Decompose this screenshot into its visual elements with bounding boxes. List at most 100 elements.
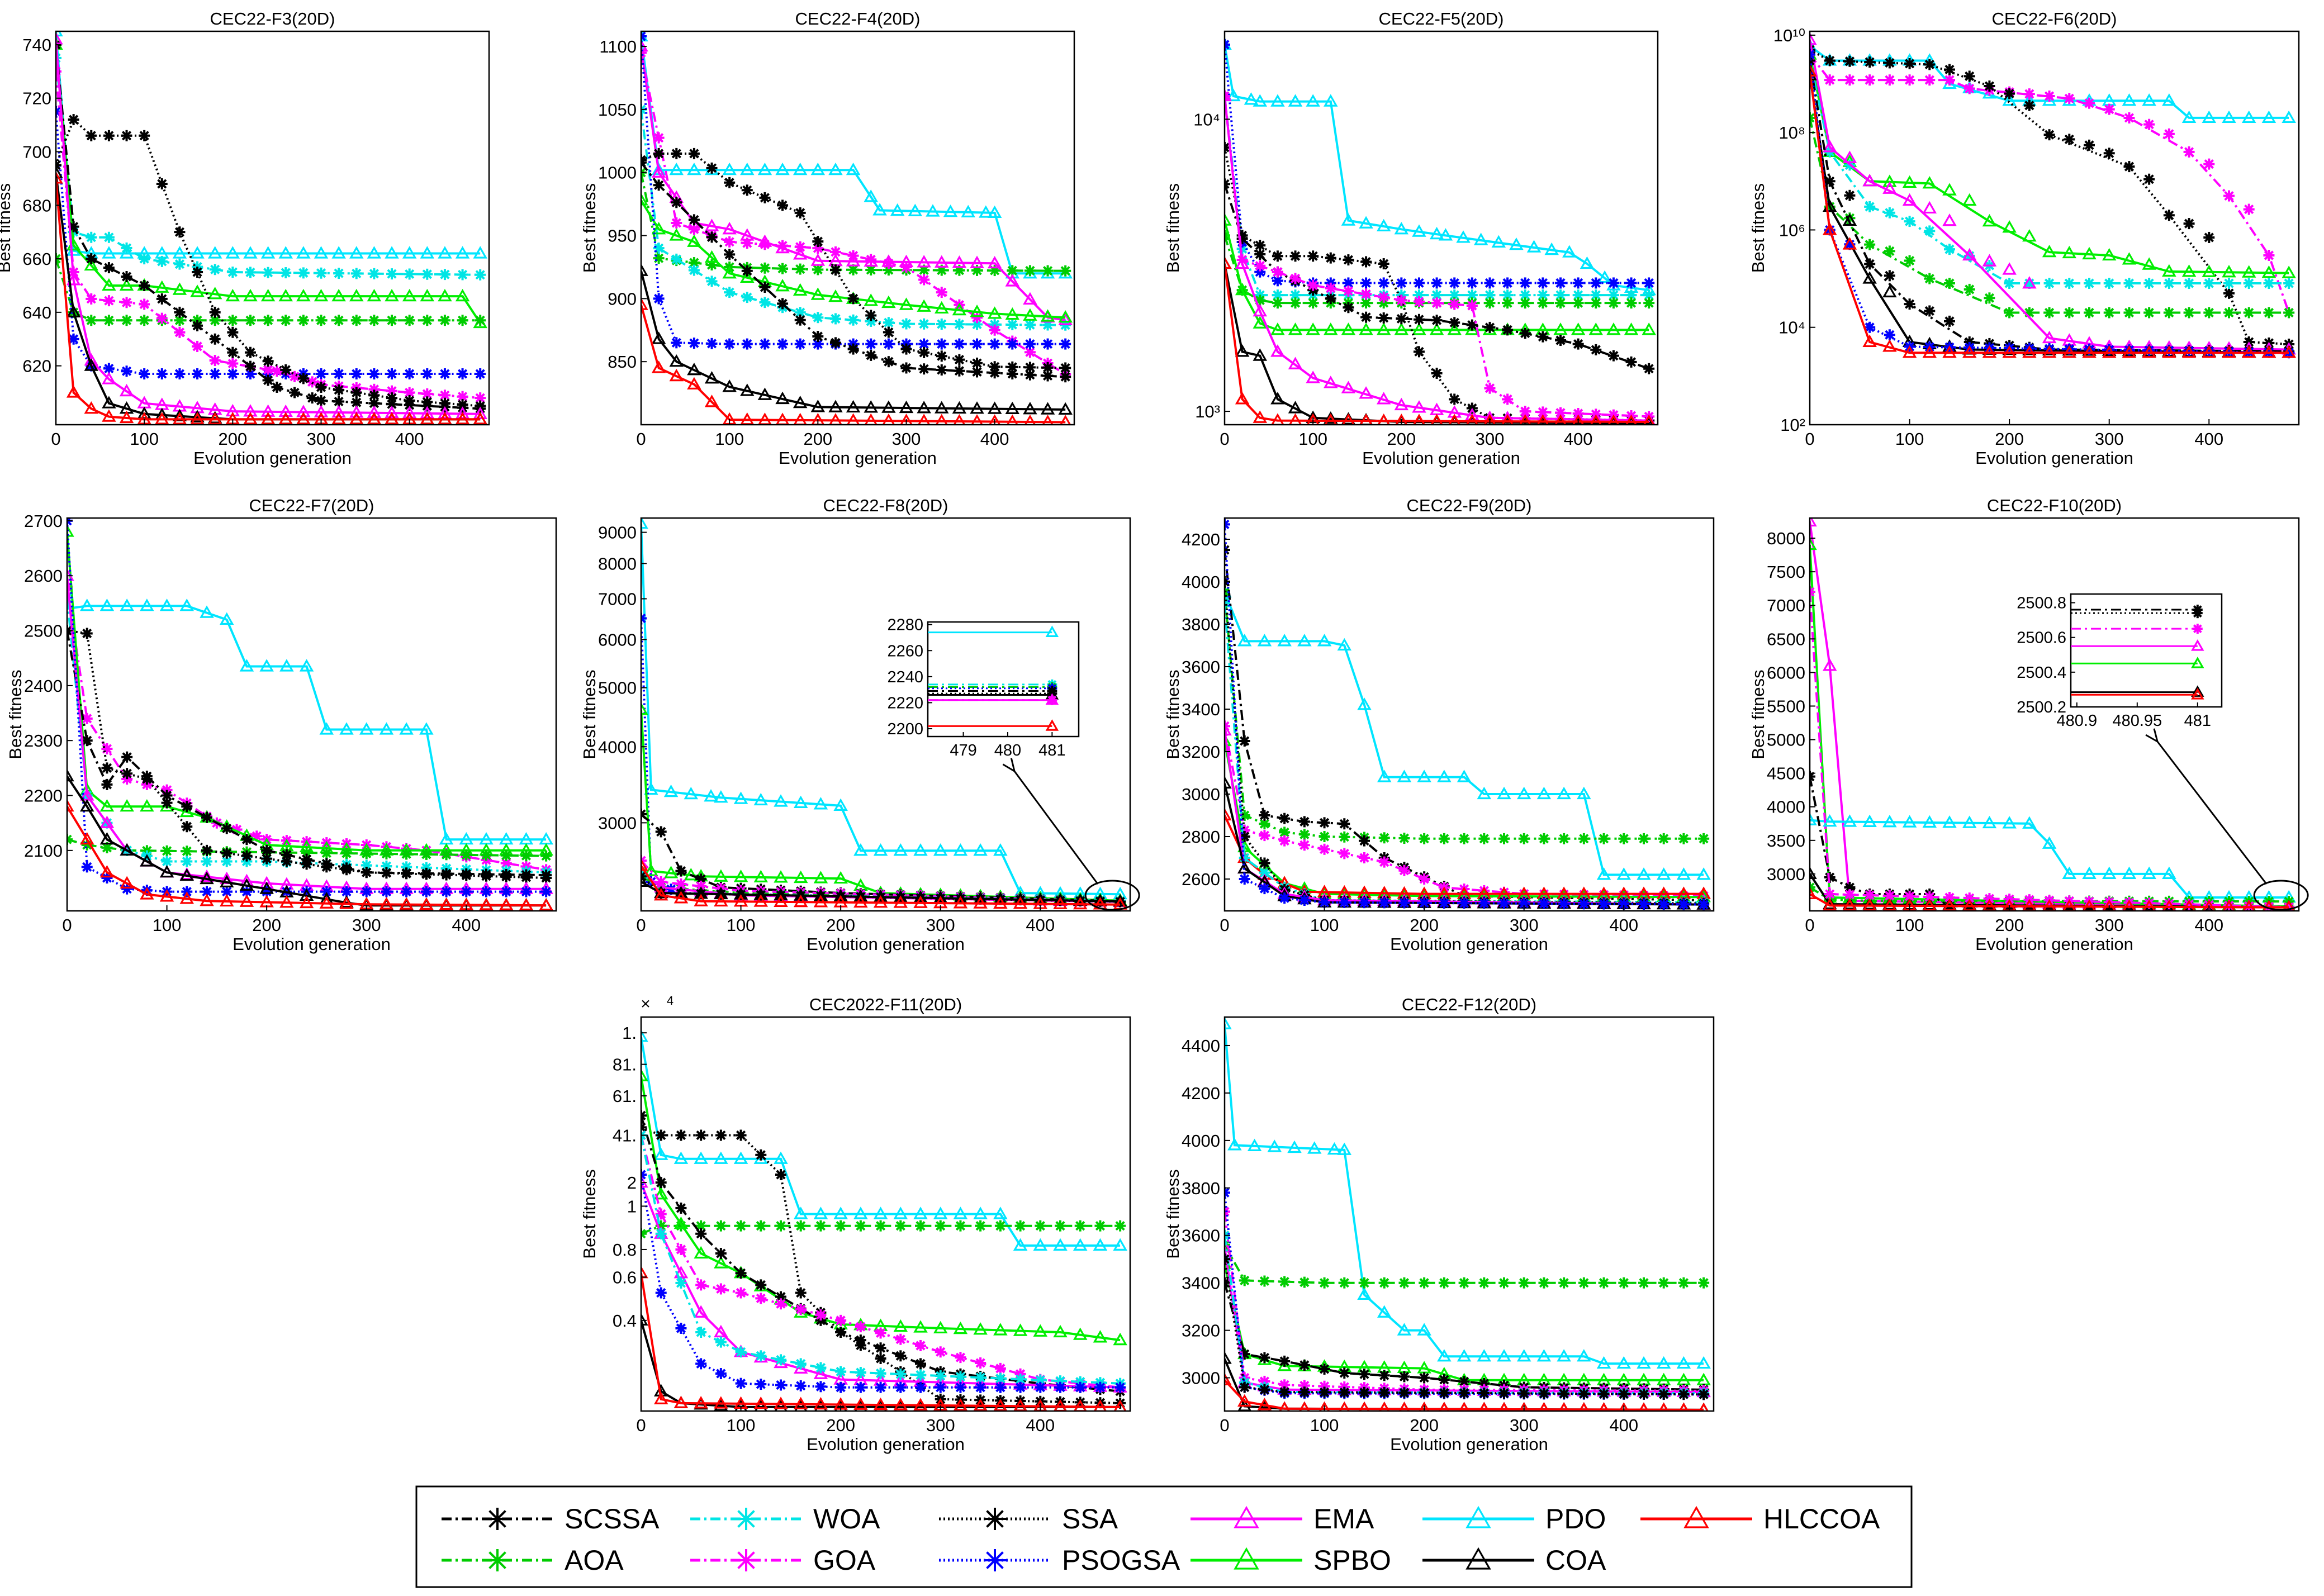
marker-psogsa [1519,277,1531,289]
marker-goa [1431,297,1443,309]
y-tick-label: 2500 [24,621,63,641]
marker-spbo [140,799,154,812]
marker-psogsa [1007,338,1018,350]
marker-hlccoa [935,414,948,425]
marker-woa [2243,278,2255,289]
marker-hlccoa [296,412,311,425]
marker-pdo [1257,634,1272,647]
marker-spbo [438,288,452,302]
marker-aoa [1094,1220,1106,1232]
marker-spbo [1922,176,1937,189]
marker-woa [86,231,97,243]
marker-hlccoa [190,412,205,425]
marker-ema [243,404,258,417]
y-tick-label: 10⁸ [1778,123,1805,142]
legend-item-woa: WOA [690,1503,880,1535]
marker-psogsa [139,368,150,380]
marker-woa [227,267,239,278]
marker-spbo [119,278,134,291]
x-tick-label: 300 [892,429,921,449]
marker-ssa [86,130,97,141]
marker-coa [1225,776,1232,789]
marker-ssa [2163,210,2175,221]
marker-pdo [774,1151,788,1164]
x-tick-label: 100 [130,429,159,449]
marker-aoa [333,315,345,326]
marker-spbo [2162,264,2176,277]
marker-hlccoa [519,897,534,911]
marker-scssa [1007,368,1018,379]
y-tick-label: 6000 [598,630,637,649]
marker-woa [671,253,682,265]
marker-scssa [103,262,115,274]
marker-scssa [1325,293,1336,305]
marker-hlccoa [1341,413,1355,425]
marker-ssa [68,114,79,126]
marker-aoa [440,849,452,861]
marker-psogsa [1578,898,1590,910]
marker-woa [812,312,824,324]
y-axis-label: Best fitness [580,183,599,273]
marker-hlccoa [1982,345,1997,358]
marker-aoa [500,849,512,861]
marker-psogsa [835,1381,847,1393]
marker-coa [934,401,949,414]
marker-pdo [1073,1238,1088,1251]
y-tick-label: 3000 [1182,785,1220,804]
marker-woa [954,319,965,330]
zoom-arrow [1013,771,1099,885]
marker-psogsa [1438,897,1450,909]
marker-coa [1810,68,1817,80]
marker-ssa [141,773,153,785]
marker-scssa [386,398,398,410]
marker-spbo [1571,322,1586,335]
y-tick-label: 950 [608,226,637,246]
marker-aoa [835,1220,847,1232]
marker-goa [1824,74,1836,86]
marker-pdo [2002,816,2017,829]
marker-pdo [1862,814,1877,827]
marker-ssa [1225,1253,1230,1265]
marker-hlccoa [349,412,364,425]
marker-scssa [688,214,700,226]
marker-ema [1394,397,1409,411]
marker-scssa [244,360,256,372]
marker-aoa [1618,1277,1630,1289]
plot-area [641,31,1073,425]
marker-scssa [81,735,93,747]
marker-hlccoa [2241,345,2256,358]
marker-spbo [1225,733,1232,747]
marker-pdo [1247,1138,1262,1151]
marker-ema [473,406,487,419]
marker-pdo [1297,634,1312,647]
marker-aoa [1658,1277,1670,1289]
marker-scssa [121,751,133,763]
marker-psogsa [675,1322,687,1334]
zoom-arrow [2156,741,2268,885]
marker-woa [695,1327,707,1338]
marker-goa [675,1243,687,1255]
marker-scssa [271,381,283,393]
marker-pdo [1456,230,1471,243]
marker-aoa [1289,297,1301,309]
marker-pdo [864,189,878,202]
marker-spbo [933,1320,948,1334]
marker-hlccoa [988,414,1001,425]
marker-pdo [359,722,374,735]
marker-psogsa [1225,1187,1230,1199]
series-line-goa [1810,54,2290,314]
marker-pdo [2122,866,2137,880]
marker-psogsa [481,886,492,897]
marker-aoa [1024,265,1036,277]
marker-pdo [1237,634,1252,647]
marker-spbo [674,1216,689,1229]
marker-hlccoa [67,799,74,812]
marker-spbo [687,234,701,247]
marker-ssa [653,148,665,159]
marker-goa [1449,298,1460,310]
marker-pdo [200,605,214,618]
marker-coa [259,881,274,894]
marker-psogsa [1590,277,1602,289]
marker-hlccoa [1539,1402,1549,1411]
marker-pdo [2162,93,2176,106]
